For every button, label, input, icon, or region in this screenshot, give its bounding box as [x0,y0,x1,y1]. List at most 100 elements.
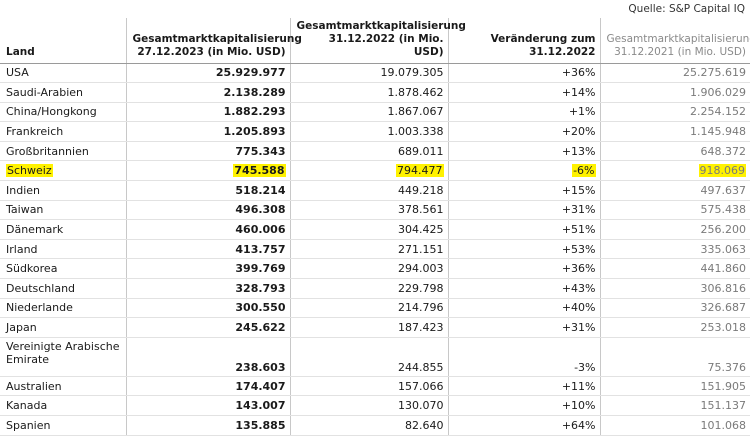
cell-cap-2023-text: 328.793 [235,281,286,295]
cell-cap-2022-text: 449.218 [398,183,444,197]
cell-country: Dänemark [0,219,126,240]
cell-change-text: +15% [561,183,596,197]
cell-country: Vereinigte Arabische Emirate [0,337,126,377]
cell-cap-2022-text: 271.151 [398,242,444,256]
cell-cap-2021-text: 253.018 [700,321,747,335]
cell-cap-2023: 518.214 [125,180,290,201]
cell-cap-2022: 449.218 [289,180,448,201]
cell-change-text: +43% [561,281,596,295]
cell-country: USA [0,63,126,84]
cell-change: -3% [447,337,600,377]
cell-cap-2021: 326.687 [599,298,750,319]
table-row: Japan 245.622 187.423 +31% 253.018 [0,317,750,338]
cell-change-text: +13% [561,144,596,158]
cell-cap-2022-text: 157.066 [398,379,444,393]
cell-cap-2021: 441.860 [599,258,750,280]
cell-country-text: Südkorea [6,262,58,276]
cell-cap-2021-text: 575.438 [700,203,747,217]
cell-cap-2023-text: 399.769 [235,262,286,276]
cell-country-text: Deutschland [6,281,76,295]
cell-cap-2022: 378.561 [289,200,448,221]
table-row: Großbritannien 775.343 689.011 +13% 648.372 [0,141,750,162]
cell-cap-2021: 256.200 [599,219,750,240]
cell-cap-2022-text: 214.796 [398,301,444,315]
cell-cap-2023: 238.603 [125,337,290,377]
cell-cap-2023: 413.757 [125,239,290,260]
cell-cap-2023: 1.882.293 [125,102,290,123]
table-row: Kanada 143.007 130.070 +10% 151.137 [0,395,750,416]
cell-country-text: Australien [6,379,62,393]
cell-cap-2022: 244.855 [289,337,448,377]
cell-cap-2023: 775.343 [125,141,290,162]
market-cap-table: Land Gesamtmarktkapitalisierung 27.12.20… [0,18,750,436]
cell-cap-2021-text: 25.275.619 [683,66,746,80]
cell-country-text: Spanien [6,418,51,432]
cell-cap-2023: 745.588 [125,160,290,182]
table-row: Indien 518.214 449.218 +15% 497.637 [0,180,750,201]
cell-cap-2022-text: 82.640 [405,418,444,432]
cell-change-text: -3% [574,360,596,374]
cell-country: Schweiz [0,160,126,182]
cell-country-text: Kanada [6,399,48,413]
cell-cap-2022-text: 378.561 [398,203,444,217]
cell-cap-2021: 101.068 [599,415,750,436]
cell-country: Kanada [0,395,126,416]
cell-cap-2022: 214.796 [289,298,448,319]
cell-cap-2023-text: 2.138.289 [223,85,286,99]
header-country: Land [0,18,126,64]
cell-country-text: Schweiz [6,164,53,178]
cell-cap-2023-text: 135.885 [235,418,286,432]
cell-change: +53% [447,239,600,260]
cell-cap-2022: 187.423 [289,317,448,338]
cell-country-text: Japan [6,321,37,335]
cell-change-text: +40% [561,301,596,315]
table-row: Vereinigte Arabische Emirate 238.603 244.8… [0,337,750,377]
header-cap-2021: Gesamtmarktkapitalisierung 31.12.2021 (i… [599,18,750,64]
cell-cap-2023: 399.769 [125,258,290,280]
cell-country-text: Niederlande [6,301,73,315]
cell-cap-2021-text: 326.687 [700,301,747,315]
cell-change-text: +53% [561,242,596,256]
cell-cap-2023: 245.622 [125,317,290,338]
cell-cap-2023-text: 174.407 [235,379,286,393]
table-row: Südkorea 399.769 294.003 +36% 441.860 [0,258,750,280]
cell-cap-2022: 1.003.338 [289,121,448,142]
cell-change-text: +20% [561,125,596,139]
cell-country-text: Großbritannien [6,144,89,158]
cell-change-text: +10% [561,399,596,413]
cell-cap-2023-text: 143.007 [235,399,286,413]
cell-country-text: Dänemark [6,223,64,237]
cell-change-text: +36% [561,262,596,276]
cell-country: Indien [0,180,126,201]
cell-cap-2022-text: 1.003.338 [387,125,444,139]
cell-cap-2021-text: 151.905 [700,379,747,393]
table-row: Irland 413.757 271.151 +53% 335.063 [0,239,750,260]
table-row: Spanien 135.885 82.640 +64% 101.068 [0,415,750,436]
cell-cap-2023: 328.793 [125,278,290,299]
cell-cap-2021-text: 1.145.948 [690,125,746,139]
cell-cap-2022-text: 294.003 [398,262,444,276]
cell-change: -6% [447,160,600,182]
cell-change: +64% [447,415,600,436]
cell-cap-2021-text: 101.068 [700,418,747,432]
cell-cap-2021: 306.816 [599,278,750,299]
cell-cap-2023-text: 1.882.293 [223,105,286,119]
cell-cap-2022: 304.425 [289,219,448,240]
cell-cap-2021-text: 918.069 [698,164,746,178]
cell-cap-2023: 496.308 [125,200,290,221]
cell-cap-2021: 151.905 [599,376,750,397]
source-note: Quelle: S&P Capital IQ [628,3,745,15]
cell-change-text: +31% [561,203,596,217]
cell-cap-2023-text: 300.550 [235,301,286,315]
cell-cap-2023-text: 25.929.977 [215,66,286,80]
cell-cap-2021-text: 2.254.152 [690,105,746,119]
cell-change: +36% [447,63,600,84]
cell-change: +36% [447,258,600,280]
cell-cap-2021: 1.145.948 [599,121,750,142]
cell-cap-2021-text: 648.372 [700,144,747,158]
cell-cap-2021-text: 335.063 [700,242,747,256]
cell-cap-2022: 1.878.462 [289,82,448,103]
table-row: Frankreich 1.205.893 1.003.338 +20% 1.145.94… [0,121,750,142]
cell-cap-2022: 689.011 [289,141,448,162]
cell-cap-2023-text: 238.603 [235,360,286,374]
